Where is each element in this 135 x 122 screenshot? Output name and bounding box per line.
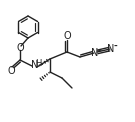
Text: N: N — [31, 61, 38, 71]
Text: -: - — [113, 41, 117, 51]
Text: O: O — [63, 31, 71, 41]
Text: O: O — [16, 43, 24, 53]
Text: H: H — [35, 59, 41, 67]
Text: +: + — [96, 47, 101, 52]
Text: N: N — [107, 44, 115, 54]
Text: N: N — [91, 47, 99, 57]
Text: O: O — [7, 66, 15, 76]
